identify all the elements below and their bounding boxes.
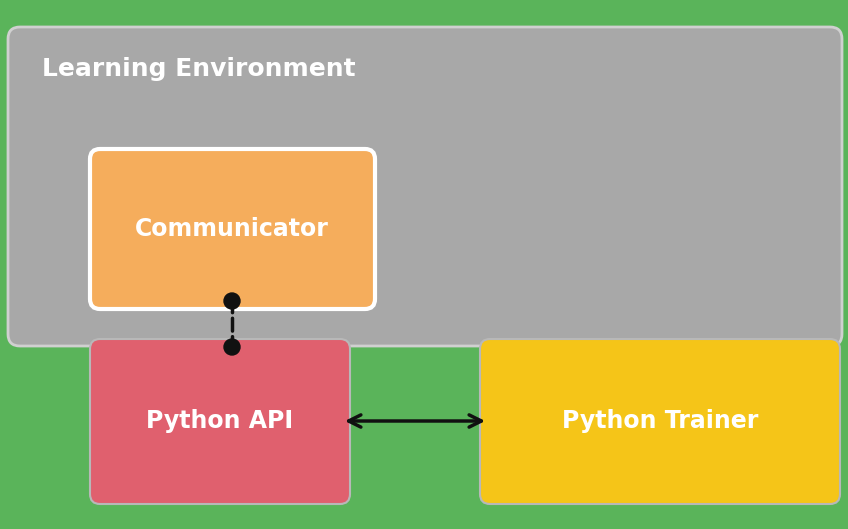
FancyBboxPatch shape <box>90 149 375 309</box>
Text: Learning Environment: Learning Environment <box>42 57 355 81</box>
FancyBboxPatch shape <box>90 339 350 504</box>
Text: Communicator: Communicator <box>135 217 329 241</box>
Circle shape <box>224 339 240 355</box>
Text: Python Trainer: Python Trainer <box>562 409 758 433</box>
FancyBboxPatch shape <box>480 339 840 504</box>
FancyBboxPatch shape <box>8 27 842 346</box>
Circle shape <box>224 293 240 309</box>
Text: Python API: Python API <box>147 409 293 433</box>
